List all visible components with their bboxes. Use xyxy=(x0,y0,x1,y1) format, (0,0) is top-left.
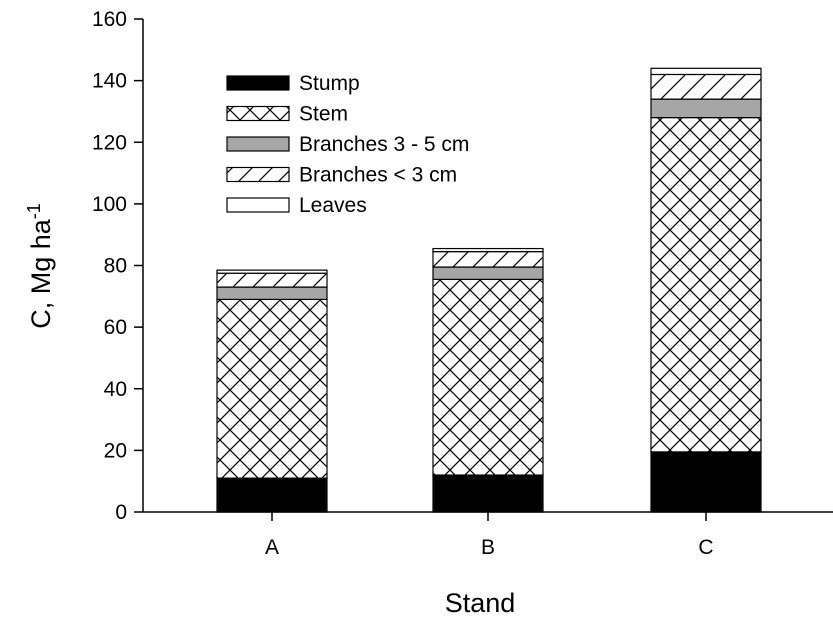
bar-segment-branches-3-5-cm-c xyxy=(650,98,762,119)
legend-item: Leaves xyxy=(226,194,367,217)
bar-segment-branches-3-5-cm-b xyxy=(432,266,544,280)
legend-item: Stump xyxy=(226,72,360,95)
bar-segment-stump-b xyxy=(432,474,544,513)
bar-segment-stem-c xyxy=(650,116,762,453)
y-tick-label: 160 xyxy=(92,8,127,31)
legend: Stump Stem Branches 3 - 5 cm Branches < 3 c… xyxy=(226,72,469,217)
bar-segment-leaves-a xyxy=(216,269,328,274)
bar-segment-branches-3-cm-c xyxy=(650,73,762,100)
bar-segment-leaves-c xyxy=(650,67,762,76)
y-tick-label: 140 xyxy=(92,70,127,93)
legend-swatch xyxy=(226,197,290,213)
bar-segment-branches-3-cm-a xyxy=(216,272,328,288)
legend-swatch xyxy=(226,75,290,91)
legend-label: Branches 3 - 5 cm xyxy=(299,133,469,156)
y-tick-label: 100 xyxy=(92,193,127,216)
legend-label: Branches < 3 cm xyxy=(299,164,457,187)
x-tick-label: C xyxy=(698,536,713,559)
bar-segment-branches-3-5-cm-a xyxy=(216,286,328,300)
y-tick-label: 20 xyxy=(104,439,127,462)
bar-segment-stump-a xyxy=(216,477,328,513)
y-tick-label: 0 xyxy=(115,501,127,524)
plot-area: 0 20 40 60 80 100 120 140 160 A B C xyxy=(92,8,833,559)
legend-label: Stem xyxy=(299,103,348,126)
legend-item: Stem xyxy=(226,103,348,126)
legend-label: Leaves xyxy=(299,194,367,217)
x-axis-ticks: A B C xyxy=(265,512,714,559)
legend-item: Branches 3 - 5 cm xyxy=(226,133,469,156)
bars xyxy=(216,67,762,513)
legend-swatch xyxy=(226,166,290,183)
legend-item: Branches < 3 cm xyxy=(226,164,457,187)
y-tick-label: 80 xyxy=(104,255,127,278)
legend-swatch xyxy=(226,136,290,152)
bar-segment-stump-c xyxy=(650,451,762,513)
bar-segment-stem-b xyxy=(432,278,544,476)
bar-segment-stem-a xyxy=(216,298,328,479)
x-tick-label: B xyxy=(481,536,495,559)
x-axis-title: Stand xyxy=(445,588,516,618)
legend-label: Stump xyxy=(299,72,360,95)
y-tick-label: 120 xyxy=(92,131,127,154)
bar-segment-leaves-b xyxy=(432,247,544,253)
legend-swatch xyxy=(226,105,290,122)
y-axis-title-main: C, Mg ha xyxy=(26,218,56,329)
x-tick-label: A xyxy=(265,536,279,559)
y-axis-title: C, Mg ha-1 xyxy=(24,203,56,329)
y-axis-title-superscript: -1 xyxy=(24,203,44,219)
y-axis-ticks: 0 20 40 60 80 100 120 140 160 xyxy=(92,8,143,524)
y-tick-label: 40 xyxy=(104,378,127,401)
y-tick-label: 60 xyxy=(104,316,127,339)
bar-segment-branches-3-cm-b xyxy=(432,251,544,268)
